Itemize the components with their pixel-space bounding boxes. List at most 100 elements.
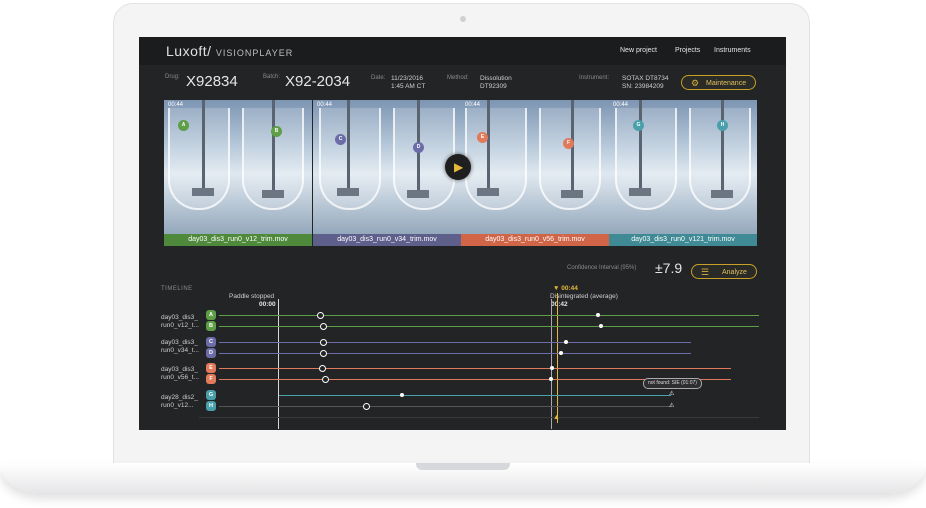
paddle-stopped-line — [278, 299, 279, 429]
paddle-rod — [272, 100, 275, 192]
instrument-value-line1: SOTAX DT8734 — [622, 75, 669, 82]
warning-icon[interactable]: ⚠ — [669, 403, 675, 409]
track-d — [219, 353, 691, 354]
video-frame: C D — [313, 100, 461, 235]
date-label: Date: — [371, 75, 386, 81]
logo-text: Luxoft/ — [166, 43, 212, 59]
video-time: 00:44 — [317, 102, 333, 108]
disintegrated-label: Disintegrated (average) — [550, 293, 618, 300]
row-name-4a: day28_dis2_ — [161, 394, 198, 401]
event-dot[interactable] — [400, 393, 404, 397]
event-marker[interactable] — [320, 350, 327, 357]
track-c — [219, 342, 691, 343]
playhead-time: 00:44 — [561, 285, 578, 292]
event-dot[interactable] — [549, 377, 553, 381]
event-marker[interactable] — [320, 339, 327, 346]
video-frame: G H — [609, 100, 757, 235]
channel-h[interactable]: H — [206, 401, 216, 411]
video-panel-4[interactable]: G H 00:44 day03_dis3_run0_v121_trim.mov — [609, 100, 757, 246]
event-dot[interactable] — [596, 313, 600, 317]
event-dot[interactable] — [559, 351, 563, 355]
timeline-title: TIMELINE — [161, 286, 193, 292]
channel-d[interactable]: D — [206, 348, 216, 358]
event-dot[interactable] — [599, 324, 603, 328]
paddle — [192, 188, 214, 196]
track-f — [219, 379, 731, 380]
playhead-marker[interactable]: ▼ 00:44 — [553, 285, 578, 292]
warning-icon[interactable]: ⚠ — [669, 391, 675, 397]
video-time: 00:44 — [613, 102, 629, 108]
event-marker[interactable] — [320, 323, 327, 330]
batch-label: Batch: — [263, 74, 281, 80]
video-panel-1[interactable]: A B 00:44 day03_dis3_run0_v12_trim.mov — [164, 100, 312, 246]
paddle-stopped-label: Paddle stopped — [229, 293, 275, 300]
event-marker[interactable] — [363, 403, 370, 410]
paddle — [262, 190, 284, 198]
badge-c: C — [335, 134, 346, 145]
batch-value: X92-2034 — [285, 73, 351, 90]
paddle — [561, 190, 583, 198]
playhead-handle[interactable]: ▲ — [553, 414, 560, 421]
method-value-line2: DT92309 — [480, 83, 507, 90]
nav-projects[interactable]: Projects — [675, 47, 701, 54]
video-panel-2[interactable]: C D 00:44 day03_dis3_run0_v34_trim.mov — [313, 100, 461, 246]
badge-e: E — [477, 132, 488, 143]
video-caption: day03_dis3_run0_v34_trim.mov — [313, 234, 461, 246]
badge-a: A — [178, 120, 189, 131]
paddle-rod — [487, 100, 490, 192]
date-value-line2: 1:45 AM CT — [391, 83, 426, 90]
paddle-rod — [639, 100, 642, 192]
event-marker[interactable] — [317, 312, 324, 319]
maintenance-button-label: Maintenance — [706, 80, 747, 87]
playhead-line[interactable] — [557, 293, 558, 423]
app-screen: Luxoft/ VISIONPLAYER New project Project… — [139, 37, 786, 430]
row-name-1a: day03_dis3_ — [161, 314, 198, 321]
paddle-stopped-time: 00:00 — [259, 301, 276, 308]
channel-b[interactable]: B — [206, 321, 216, 331]
disintegrated-line — [551, 299, 552, 429]
analyze-button[interactable]: ☰ Analyze — [691, 264, 757, 279]
track-h — [219, 406, 671, 407]
nav-instruments[interactable]: Instruments — [714, 47, 751, 54]
row-name-1b: run0_v12_t... — [161, 322, 199, 329]
row-name-2b: run0_v34_t... — [161, 347, 199, 354]
badge-d: D — [413, 142, 424, 153]
track-a — [219, 315, 759, 316]
paddle — [477, 188, 499, 196]
maintenance-button[interactable]: ⚙ Maintenance — [681, 75, 756, 90]
channel-a[interactable]: A — [206, 310, 216, 320]
method-value-line1: Dissolution — [480, 75, 512, 82]
badge-f: F — [563, 138, 574, 149]
paddle-rod — [202, 100, 205, 192]
date-value-line1: 11/23/2016 — [391, 75, 424, 82]
nav-new-project[interactable]: New project — [620, 47, 657, 54]
event-dot[interactable] — [564, 340, 568, 344]
analyze-button-label: Analyze — [722, 269, 747, 276]
paddle-rod — [721, 100, 724, 192]
track-e — [219, 368, 731, 369]
video-time: 00:44 — [465, 102, 481, 108]
video-caption: day03_dis3_run0_v56_trim.mov — [461, 234, 609, 246]
badge-h: H — [717, 120, 728, 131]
channel-g[interactable]: G — [206, 390, 216, 400]
confidence-value: ±7.9 — [655, 260, 683, 276]
event-marker[interactable] — [322, 376, 329, 383]
event-marker[interactable] — [319, 365, 326, 372]
wrench-icon: ⚙ — [691, 78, 700, 88]
play-icon: ▶ — [454, 160, 464, 174]
event-dot[interactable] — [550, 366, 554, 370]
paddle — [711, 190, 733, 198]
channel-f[interactable]: F — [206, 374, 216, 384]
video-time: 00:44 — [168, 102, 184, 108]
play-button[interactable]: ▶ — [445, 154, 471, 180]
paddle — [407, 190, 429, 198]
track-g — [279, 395, 671, 396]
channel-c[interactable]: C — [206, 337, 216, 347]
channel-e[interactable]: E — [206, 363, 216, 373]
method-label: Method: — [447, 75, 469, 81]
badge-g: G — [633, 120, 644, 131]
video-panel-3[interactable]: E F 00:44 day03_dis3_run0_v56_trim.mov — [461, 100, 609, 246]
laptop-notch — [416, 463, 510, 470]
paddle — [337, 188, 359, 196]
not-found-tooltip: not found: SIE (01:07) — [643, 378, 702, 389]
